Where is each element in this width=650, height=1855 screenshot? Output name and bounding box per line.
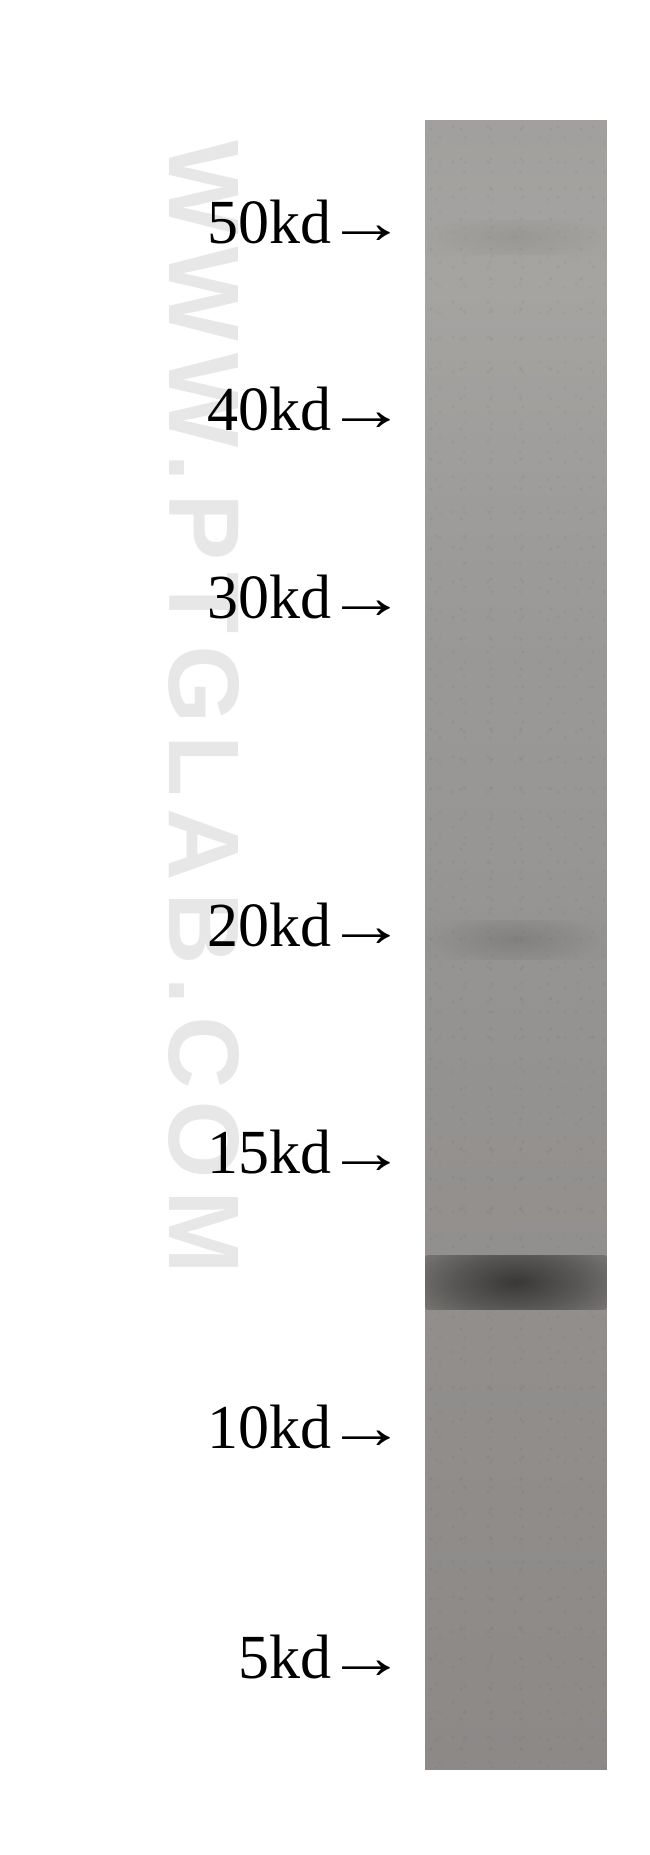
arrow-icon: → bbox=[326, 563, 407, 634]
marker-10kd-text: 10kd bbox=[207, 1394, 331, 1462]
arrow-icon: → bbox=[326, 1623, 407, 1694]
marker-50kd: 50kd→ bbox=[207, 188, 397, 259]
marker-30kd-text: 30kd bbox=[207, 564, 331, 632]
marker-50kd-text: 50kd bbox=[207, 189, 331, 257]
marker-10kd: 10kd→ bbox=[207, 1393, 397, 1464]
arrow-icon: → bbox=[326, 1118, 407, 1189]
band-faint-20kd bbox=[425, 920, 607, 960]
watermark-text: WWW.PTGLAB.COM bbox=[145, 140, 260, 1286]
band-faint-50kd bbox=[425, 220, 607, 255]
arrow-icon: → bbox=[326, 375, 407, 446]
western-blot-figure: WWW.PTGLAB.COM 50kd→ 40kd→ 30kd→ 20kd→ 1… bbox=[0, 0, 650, 1855]
arrow-icon: → bbox=[326, 1393, 407, 1464]
marker-5kd-text: 5kd bbox=[238, 1624, 331, 1692]
marker-20kd-text: 20kd bbox=[207, 892, 331, 960]
marker-30kd: 30kd→ bbox=[207, 563, 397, 634]
marker-20kd: 20kd→ bbox=[207, 891, 397, 962]
marker-15kd: 15kd→ bbox=[207, 1118, 397, 1189]
arrow-icon: → bbox=[326, 891, 407, 962]
marker-40kd-text: 40kd bbox=[207, 376, 331, 444]
marker-15kd-text: 15kd bbox=[207, 1119, 331, 1187]
blot-lane bbox=[425, 120, 607, 1770]
marker-5kd: 5kd→ bbox=[238, 1623, 397, 1694]
arrow-icon: → bbox=[326, 188, 407, 259]
marker-40kd: 40kd→ bbox=[207, 375, 397, 446]
band-main bbox=[425, 1255, 607, 1310]
